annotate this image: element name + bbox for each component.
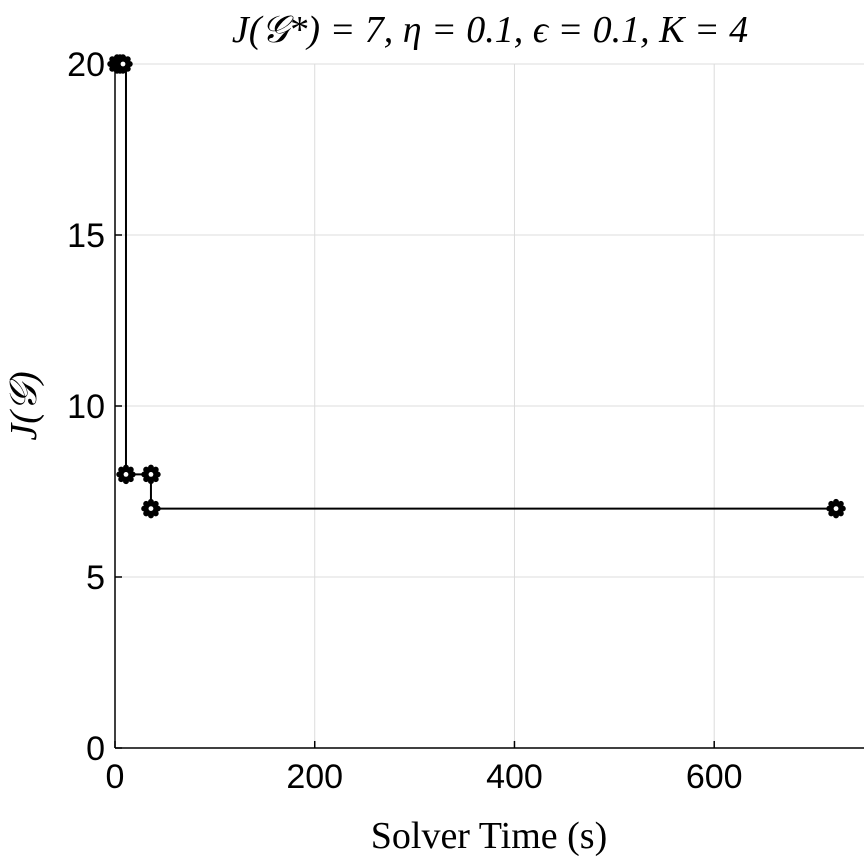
x-tick-label: 600: [686, 758, 743, 796]
x-tick-label: 0: [106, 758, 125, 796]
y-axis-label: J(𝒢): [3, 371, 45, 440]
y-tick-label: 5: [86, 559, 105, 597]
data-point: [141, 464, 161, 485]
x-axis-label: Solver Time (s): [371, 815, 607, 857]
data-series: [107, 54, 846, 519]
x-tick-label: 200: [286, 758, 343, 796]
series-line: [116, 63, 837, 510]
x-tick-label: 400: [486, 758, 543, 796]
y-tick-label: 20: [67, 46, 105, 84]
data-point: [141, 498, 161, 519]
axes: [114, 63, 864, 749]
y-tick-label: 10: [67, 388, 105, 426]
chart-title: J(𝒢*) = 7, η = 0.1, ϵ = 0.1, K = 4: [232, 9, 748, 51]
data-point: [116, 464, 136, 485]
data-point: [113, 54, 133, 74]
data-point: [826, 498, 846, 519]
series-layer: [107, 54, 846, 519]
y-tick-label: 0: [86, 730, 105, 768]
grid: [114, 63, 864, 749]
tick-labels: 0 200 400 600 0 5 10 15 20: [67, 46, 742, 796]
y-tick-label: 15: [67, 217, 105, 255]
